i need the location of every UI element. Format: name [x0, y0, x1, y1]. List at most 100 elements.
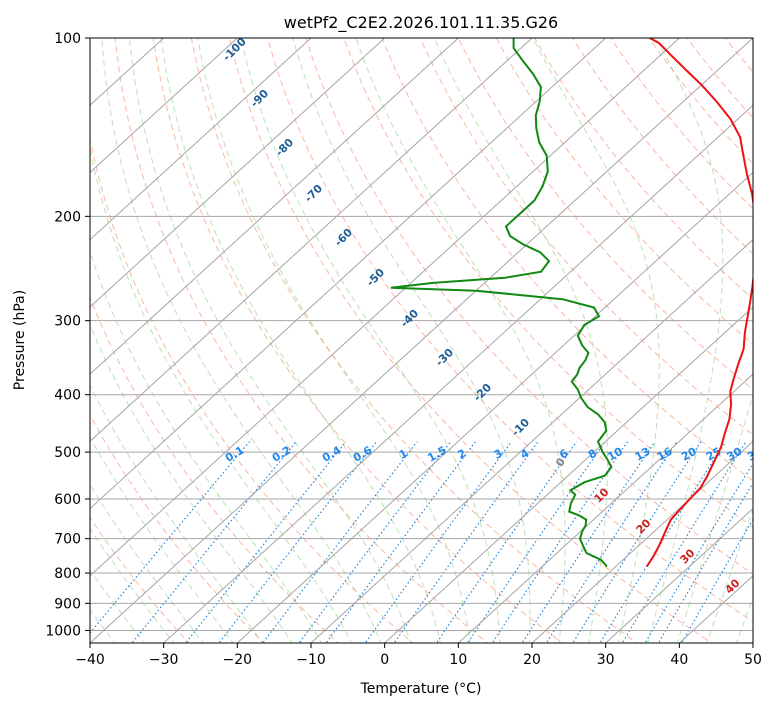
isotherm-line: [90, 38, 753, 643]
y-tick-label: 800: [54, 566, 81, 582]
mixing-ratio-line: [298, 441, 452, 643]
x-tick-label: 20: [523, 652, 541, 668]
moist-adiabat-line: [532, 38, 660, 643]
temperature-profile-line: [645, 38, 753, 568]
moist-adiabat-line: [197, 38, 471, 643]
x-tick-label: −10: [296, 652, 326, 668]
x-tick-label: −40: [75, 652, 105, 668]
mixing-ratio-label: 36: [745, 445, 765, 464]
plot-area: 0.1 0.2 0.4 0.6 1 1.5 2 3 4 6 8 10 13 16 20 25 30 36-100-…: [90, 25, 775, 646]
dry-adiabat-line: [495, 38, 753, 345]
moist-adiabat-line: [90, 323, 293, 643]
mixing-ratio-line: [657, 482, 753, 643]
isotherm-line: [236, 171, 753, 643]
dry-adiabat-line: [381, 38, 753, 482]
plot-frame: [89, 37, 754, 644]
x-tick-label: −20: [223, 652, 253, 668]
isotherms: [90, 38, 753, 643]
moist-adiabat-line: [101, 38, 382, 643]
mixing-ratio-line: [545, 441, 678, 643]
x-tick-label: 50: [744, 652, 762, 668]
mixing-ratio-line: [491, 441, 629, 643]
dry-adiabat-label: -20: [471, 381, 494, 404]
mixing-ratio-line: [393, 441, 539, 643]
dry-adiabat-line: [228, 38, 713, 643]
isotherm-line: [162, 104, 753, 643]
y-tick-label: 400: [54, 388, 81, 404]
moist-adiabat-line: [90, 436, 234, 643]
mixing-ratio-line: [131, 441, 297, 643]
isotherm-line: [90, 38, 681, 577]
dry-adiabat-line: [190, 38, 638, 643]
dry-adiabat-line: [305, 38, 753, 575]
moist-adiabat-line: [128, 38, 412, 643]
mixing-ratio-line: [681, 518, 753, 643]
dry-adiabat-line: [152, 38, 564, 643]
x-axis-label: Temperature (°C): [360, 681, 482, 697]
mixing-ratio-line: [466, 441, 606, 643]
y-tick-label: 1000: [45, 623, 81, 639]
dry-adiabat-label: -80: [273, 136, 296, 159]
mixing-ratio-label: 30: [724, 445, 744, 464]
mixing-ratio-label: 0.6: [351, 443, 375, 464]
isotherm-line: [604, 507, 753, 643]
y-tick-label: 300: [54, 314, 81, 330]
mixing-ratio-line: [435, 441, 578, 643]
dry-adiabat-line: [753, 25, 775, 646]
y-tick-label: 900: [54, 596, 81, 612]
y-tick-label: 700: [54, 532, 81, 548]
isotherm-line: [457, 373, 753, 643]
moist-adiabat-line: [160, 38, 441, 643]
moist-adiabat-line: [90, 145, 352, 643]
isotherm-line: [90, 38, 239, 174]
y-axis-ticks: 100 200 300 400 500 600 700 800 900 1000: [45, 31, 90, 639]
dewpoint-profile-line: [390, 38, 613, 568]
mixing-ratio-label: 4: [518, 446, 531, 461]
y-tick-label: 200: [54, 209, 81, 225]
mixing-ratio-line: [364, 441, 512, 643]
isotherm-line: [531, 440, 753, 643]
y-tick-label: 100: [54, 31, 81, 47]
moist-adiabat-label: 40: [723, 576, 743, 596]
mixing-ratio-label: 0.1: [223, 444, 246, 465]
mixing-ratio-label: 2: [455, 447, 468, 462]
mixing-ratio-line: [262, 441, 418, 643]
isotherm-line: [90, 38, 460, 375]
x-tick-label: 40: [670, 652, 688, 668]
moist-adiabat-line: [706, 507, 753, 643]
dry-adiabat-label: -70: [302, 182, 325, 205]
mixing-ratio-label: 0.2: [270, 444, 293, 465]
isotherm-line: [383, 306, 753, 643]
x-tick-label: 30: [597, 652, 615, 668]
isotherm-line: [90, 38, 533, 443]
dry-adiabat-line: [534, 38, 753, 300]
dry-adiabat-line: [90, 413, 265, 643]
dry-adiabat-line: [419, 38, 753, 436]
moist-adiabat-label: 10: [592, 485, 612, 505]
dry-adiabat-label: -50: [364, 266, 387, 289]
isobars: [90, 38, 753, 631]
x-tick-label: −30: [149, 652, 179, 668]
mixing-ratio-line: [521, 441, 656, 643]
dry-adiabat-label: -60: [332, 226, 355, 249]
dry-adiabat-label: -90: [248, 87, 271, 110]
dry-adiabat-line: [114, 38, 489, 643]
x-axis-ticks: −40 −30 −20 −10 0 10 20 30 40 50: [75, 643, 762, 668]
mixing-ratio-label: 20: [679, 445, 699, 464]
dry-adiabat-line: [90, 516, 190, 643]
dry-adiabat-line: [648, 38, 753, 165]
isotherm-line: [752, 642, 753, 643]
mixing-ratio-line: [185, 441, 347, 643]
dry-adiabat-label: -10: [509, 416, 532, 439]
dry-adiabat-line: [343, 38, 753, 528]
moist-adiabat-line: [90, 483, 204, 643]
profile-series: [390, 38, 753, 568]
y-tick-label: 600: [54, 492, 81, 508]
chart-title: wetPf2_C2E2.2026.101.11.35.G26: [284, 13, 558, 33]
mixing-ratio-line: [621, 441, 747, 643]
dry-adiabat-line: [90, 136, 414, 643]
dry-adiabat-line: [267, 38, 753, 623]
isotherm-line: [90, 38, 607, 510]
mixing-ratio-line: [218, 441, 378, 643]
